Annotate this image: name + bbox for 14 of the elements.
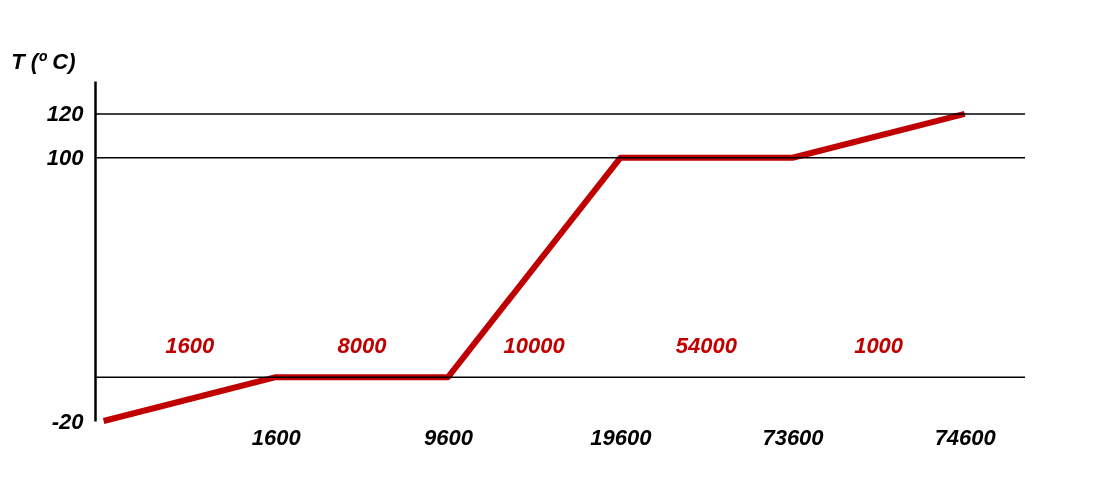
- annotation: 1600: [165, 333, 215, 359]
- x-tick-label: 74600: [934, 424, 997, 450]
- x-tick-label: 9600: [424, 424, 474, 450]
- annotation: 8000: [337, 333, 388, 359]
- annotation: 10000: [503, 333, 566, 359]
- y-tick-label: 100: [46, 145, 85, 171]
- x-tick-label: 73600: [762, 424, 825, 450]
- y-tick-label: -20: [51, 408, 85, 434]
- x-tick-label: 19600: [590, 424, 653, 450]
- y-axis-title: T (º C): [11, 48, 76, 74]
- annotation: 54000: [675, 333, 738, 359]
- y-tick-label: 120: [46, 101, 85, 127]
- annotation: 1000: [854, 333, 904, 359]
- x-tick-label: 1600: [251, 424, 302, 450]
